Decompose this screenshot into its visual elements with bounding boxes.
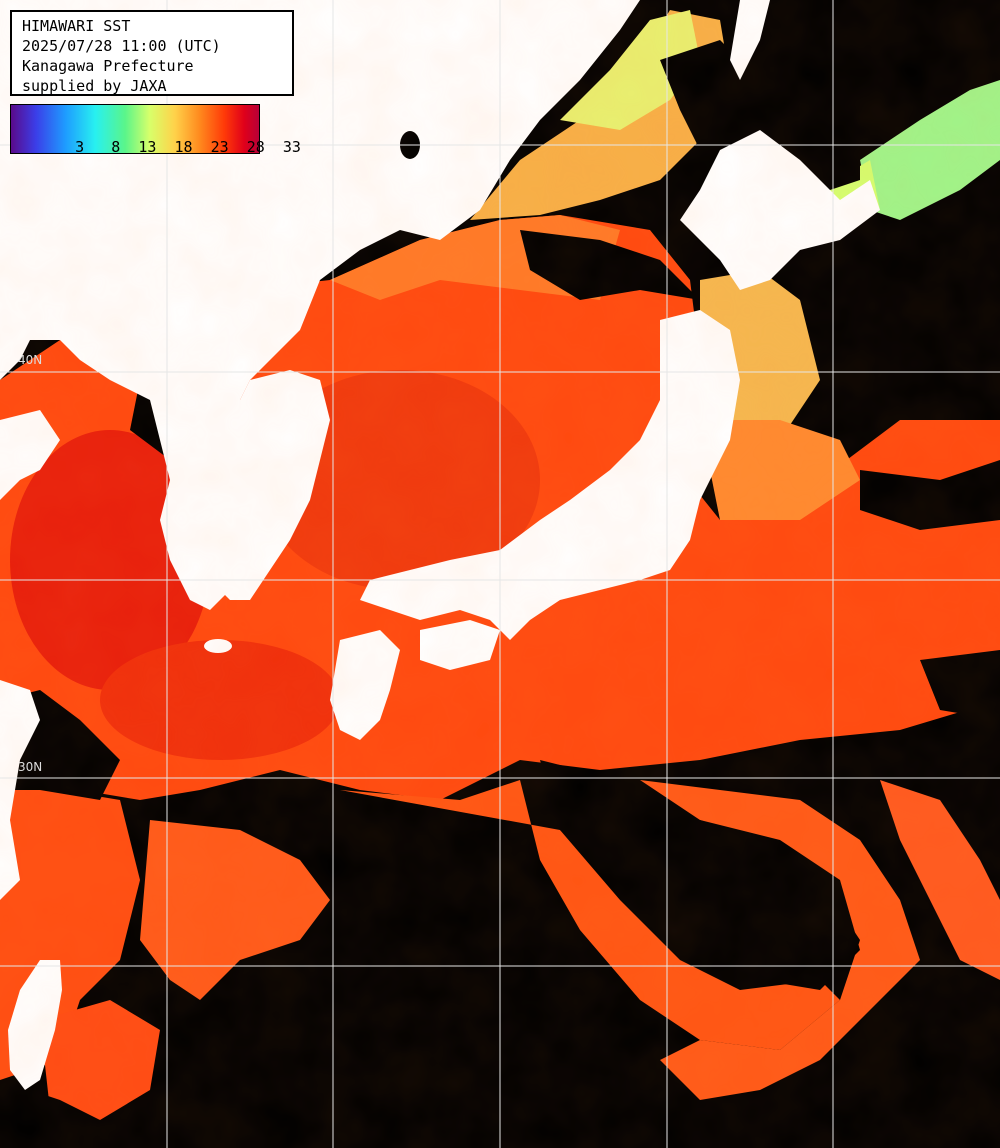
lat-label-30n: 30N [18, 760, 43, 774]
timestamp: 2025/07/28 11:00 (UTC) [22, 37, 221, 55]
legend-tick: 13 [138, 138, 157, 156]
info-box: HIMAWARI SST 2025/07/28 11:00 (UTC) Kana… [10, 10, 294, 96]
legend-tick: 33 [282, 138, 301, 156]
legend-tick: 8 [111, 138, 121, 156]
product-title: HIMAWARI SST [22, 17, 131, 35]
legend-tick: 18 [174, 138, 193, 156]
legend-tick: 28 [246, 138, 265, 156]
lat-label-40n: 40N [18, 353, 43, 367]
legend-tick: 23 [210, 138, 229, 156]
data-credit: supplied by JAXA [22, 77, 167, 95]
legend-tick: 3 [75, 138, 85, 156]
region-name: Kanagawa Prefecture [22, 57, 194, 75]
legend-labels: 3 8 13 18 23 28 33 [39, 120, 301, 174]
color-scale-legend: 3 8 13 18 23 28 33 [10, 104, 301, 156]
